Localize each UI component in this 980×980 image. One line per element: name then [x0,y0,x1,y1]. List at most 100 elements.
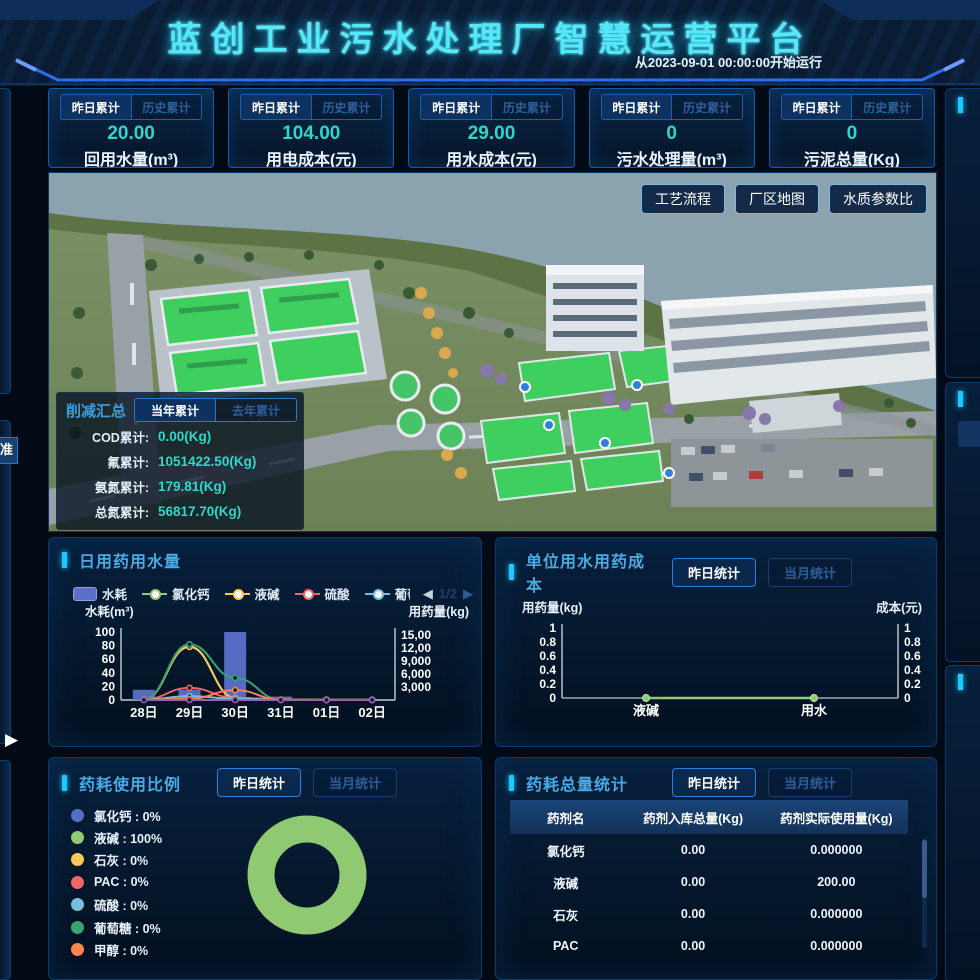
tab-yesterday-total[interactable]: 昨日累计 [421,95,493,119]
water-quality-compare-button[interactable]: 水质参数比 [829,184,927,214]
table-cell: PAC [552,939,579,953]
line-marker-icon [224,588,250,600]
left-clipped-panel-3 [0,760,11,980]
ratio-legend-item-硫酸[interactable]: 硫酸 : 0% [71,894,162,916]
svg-text:用药量(kg): 用药量(kg) [521,600,582,615]
panel-unit-header: 单位用水用药成本 昨日统计 当月统计 [496,538,936,596]
stat-label: 回用水量(m³) [83,152,179,168]
total-tab-month[interactable]: 当月统计 [767,768,852,797]
reduction-value: 56817.70(Kg) [158,504,242,519]
ratio-tab-month[interactable]: 当月统计 [312,768,397,797]
stat-label: 用水成本(元) [446,152,537,168]
legend-item-硫酸[interactable]: 硫酸 [294,584,350,603]
table-cell: 石灰 [553,908,579,923]
table-cell: 氯化钙 [546,844,585,859]
line-marker-icon [142,588,168,600]
stat-card-tabs: 昨日累计 历史累计 [420,94,563,120]
svg-text:0.8: 0.8 [539,635,556,649]
ratio-legend-label: 硫酸 : 0% [94,899,149,914]
tab-history-total[interactable]: 历史累计 [672,95,742,119]
tab-current-year-total[interactable]: 当年累计 [135,399,217,421]
reduction-row: 氟累计: 1051422.50(Kg) [57,449,303,474]
legend-dot-icon [71,875,84,889]
legend-dot-icon [71,808,84,822]
ratio-tab-yesterday[interactable]: 昨日统计 [216,768,301,797]
legend-label: 水耗 [102,588,128,602]
svg-text:6,000: 6,000 [401,667,431,681]
expand-arrow-icon[interactable]: ▶ [5,730,19,749]
legend-dot-icon [71,898,84,912]
tab-history-total[interactable]: 历史累计 [311,95,382,119]
svg-text:40: 40 [102,666,116,680]
svg-text:01日: 01日 [313,705,340,720]
ratio-legend-item-氯化钙[interactable]: 氯化钙 : 0% [71,804,162,826]
total-tab-yesterday[interactable]: 昨日统计 [671,768,756,797]
unit-tab-yesterday[interactable]: 昨日统计 [671,557,756,587]
table-scrollbar [922,838,927,948]
reduction-value: 179.81(Kg) [158,479,227,494]
ratio-legend-item-葡萄糖[interactable]: 葡萄糖 : 0% [71,916,162,938]
ratio-legend-item-甲醇[interactable]: 甲醇 : 0% [71,938,162,960]
legend-item-氯化钙[interactable]: 氯化钙 [142,584,210,603]
header-decoration [0,0,980,85]
reduction-value: 1051422.50(Kg) [158,454,257,469]
ratio-legend-item-PAC[interactable]: PAC : 0% [71,871,162,893]
legend-next-icon[interactable]: ▶ [463,585,473,601]
svg-text:28日: 28日 [130,705,157,720]
svg-text:0: 0 [904,691,911,705]
table-row: 氯化钙 0.00 0.000000 [510,834,908,866]
title-bar-icon [958,391,963,407]
legend-label: 硫酸 [324,588,350,602]
daily-legend-items: 水耗 氯化钙 液碱 硫酸 葡萄糖 [73,584,419,603]
panel-daily-usage: 日用药用水量 水耗 氯化钙 液碱 硫酸 葡萄糖 ◀ 1/2 ▶ 水耗(m³) 用药量(kg… [48,537,482,747]
title-bar-icon [958,97,963,113]
right-clipped-panel-1 [945,88,980,378]
legend-item-液碱[interactable]: 液碱 [224,584,280,603]
table-cell: 0.000000 [810,907,863,921]
stat-value: 29.00 [467,123,516,144]
reduction-header: 削减汇总 当年累计 去年累计 [57,393,303,424]
panel-usage-total: 药耗总量统计 昨日统计 当月统计 药剂名 药剂入库总量(Kg) 药剂实际使用量(… [495,757,937,980]
stat-label: 污水处理量(m³) [616,152,727,168]
legend-prev-icon[interactable]: ◀ [422,585,433,601]
tab-yesterday-total[interactable]: 昨日累计 [781,95,853,119]
table-scrollbar-thumb[interactable] [922,840,927,898]
svg-text:15,00: 15,00 [401,628,431,642]
reduction-row: COD累计: 0.00(Kg) [57,424,303,449]
reduction-row: 总氮累计: 56817.70(Kg) [57,499,303,524]
plant-map-button[interactable]: 厂区地图 [735,184,819,214]
process-flow-button[interactable]: 工艺流程 [641,184,725,214]
usage-ratio-donut-chart [247,815,367,935]
tab-history-total[interactable]: 历史累计 [492,95,562,119]
header: 蓝创工业污水处理厂智慧运营平台 从2023-09-01 00:00:00开始运行 [0,0,980,86]
legend-pager: ◀ 1/2 ▶ [423,586,473,602]
left-clipped-tab[interactable]: 准 [0,437,18,464]
svg-text:0.4: 0.4 [539,663,556,677]
table-cell: 0.00 [680,907,706,921]
legend-item-水耗[interactable]: 水耗 [73,584,127,603]
ratio-legend-item-石灰[interactable]: 石灰 : 0% [71,849,162,871]
tab-last-year-total[interactable]: 去年累计 [216,399,297,421]
reduction-tabs: 当年累计 去年累计 [134,398,297,422]
reduction-label: COD累计: [92,431,149,445]
title-bar-icon [62,774,67,791]
reduction-title: 削减汇总 [66,402,127,420]
table-cell: 0.00 [680,939,706,953]
ratio-legend-item-液碱[interactable]: 液碱 : 100% [71,826,162,848]
tab-yesterday-total[interactable]: 昨日累计 [241,95,312,119]
bar-swatch-icon [73,586,97,601]
svg-text:0.6: 0.6 [904,649,921,663]
panel-total-header: 药耗总量统计 昨日统计 当月统计 [496,758,936,797]
table-row: PAC 0.00 0.000000 [510,930,908,962]
tab-yesterday-total[interactable]: 昨日累计 [61,95,132,119]
tab-yesterday-total[interactable]: 昨日累计 [601,95,673,119]
chemical-table: 药剂名 药剂入库总量(Kg) 药剂实际使用量(Kg) 氯化钙 0.00 0.0000… [510,800,908,962]
tab-history-total[interactable]: 历史累计 [131,95,202,119]
unit-tab-month[interactable]: 当月统计 [767,557,852,587]
tab-history-total[interactable]: 历史累计 [852,95,923,119]
legend-item-葡萄糖[interactable]: 葡萄糖 [364,584,410,603]
svg-text:用水: 用水 [800,703,828,718]
col-chemical-name: 药剂名 [546,811,585,826]
